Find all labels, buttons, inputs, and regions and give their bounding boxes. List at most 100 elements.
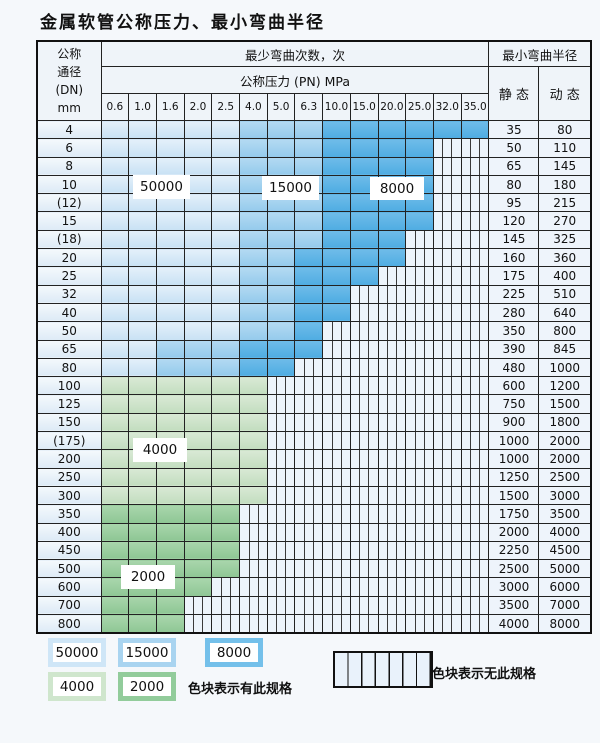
pressure-col-header: 1.0: [128, 93, 157, 121]
spec-cell-无此规格: [266, 394, 296, 414]
table-row: 40 280 640: [36, 302, 592, 323]
spec-cell-无此规格: [460, 412, 490, 433]
spec-cell-50000: [100, 119, 130, 140]
static-radius-cell: 280: [488, 302, 540, 323]
spec-cell-无此规格: [239, 504, 268, 524]
spec-cell-2000: [128, 614, 157, 634]
spec-cell-无此规格: [349, 376, 379, 396]
spec-cell-4000: [183, 394, 213, 414]
spec-cell-50000: [128, 284, 157, 304]
dynamic-radius-cell: 4000: [538, 522, 592, 542]
dn-cell: 100: [36, 376, 102, 396]
spec-cell-8000: [377, 119, 407, 140]
legend-no-spec-swatch: [333, 651, 433, 688]
static-radius-cell: 225: [488, 284, 540, 304]
spec-cell-无此规格: [432, 614, 462, 634]
spec-cell-15000: [294, 156, 324, 176]
spec-cell-无此规格: [460, 248, 490, 268]
spec-cell-15000: [266, 138, 296, 158]
header-row-1: 公称 通径 (DN) mm 最少弯曲次数，次 最小弯曲半径: [36, 40, 592, 121]
static-radius-cell: 2250: [488, 540, 540, 561]
table-row: 50 350 800: [36, 321, 592, 341]
spec-cell-无此规格: [349, 577, 379, 597]
spec-cell-8000: [322, 284, 351, 304]
spec-cell-4000: [128, 412, 157, 433]
dn-cell: 450: [36, 540, 102, 561]
spec-cell-50000: [211, 193, 241, 213]
spec-cell-8000: [349, 248, 379, 268]
spec-cell-4000: [100, 376, 130, 396]
spec-cell-2000: [128, 504, 157, 524]
spec-cell-无此规格: [460, 394, 490, 414]
spec-cell-无此规格: [460, 357, 490, 378]
spec-cell-50000: [211, 302, 241, 323]
spec-cell-4000: [183, 431, 213, 451]
legend-box-2000: 2000: [118, 672, 176, 701]
spec-cell-2000: [183, 522, 213, 542]
spec-cell-4000: [183, 449, 213, 469]
spec-cell-8000: [349, 138, 379, 158]
table-row: (175) 1000 2000: [36, 431, 592, 451]
dn-cell: 200: [36, 449, 102, 469]
spec-cell-50000: [211, 156, 241, 176]
spec-cell-无此规格: [377, 449, 407, 469]
table-row: 4 35 80: [36, 119, 592, 140]
spec-cell-50000: [211, 211, 241, 231]
legend-value: 4000: [53, 677, 101, 696]
spec-cell-无此规格: [239, 614, 268, 634]
static-radius-cell: 900: [488, 412, 540, 433]
table-row: (18) 145 325: [36, 229, 592, 250]
spec-cell-50000: [183, 138, 213, 158]
dn-cell: 15: [36, 211, 102, 231]
dynamic-radius-cell: 145: [538, 156, 592, 176]
spec-cell-4000: [155, 467, 185, 487]
spec-cell-无此规格: [322, 577, 351, 597]
spec-cell-无此规格: [294, 412, 324, 433]
spec-cell-无此规格: [294, 614, 324, 634]
spec-cell-4000: [211, 394, 241, 414]
spec-cell-4000: [239, 394, 268, 414]
cycles-label-15000: 15000: [262, 176, 319, 200]
spec-cell-无此规格: [432, 595, 462, 616]
spec-cell-无此规格: [266, 559, 296, 579]
pressure-col-header: 20.0: [377, 93, 407, 121]
pressure-col-header: 15.0: [349, 93, 379, 121]
spec-cell-15000: [294, 211, 324, 231]
spec-cell-无此规格: [432, 431, 462, 451]
table-row: 20 160 360: [36, 248, 592, 268]
dynamic-radius-cell: 400: [538, 266, 592, 286]
spec-cell-15000: [294, 229, 324, 250]
dynamic-radius-cell: 640: [538, 302, 592, 323]
spec-cell-无此规格: [460, 339, 490, 359]
spec-cell-无此规格: [349, 431, 379, 451]
spec-cell-无此规格: [294, 376, 324, 396]
spec-table-wrap: 公称 通径 (DN) mm 最少弯曲次数，次 最小弯曲半径 公称压力 (PN) …: [36, 40, 592, 635]
spec-cell-无此规格: [432, 376, 462, 396]
spec-cell-8000: [349, 119, 379, 140]
spec-cell-无此规格: [460, 431, 490, 451]
spec-cell-无此规格: [322, 431, 351, 451]
spec-cell-无此规格: [377, 394, 407, 414]
spec-cell-50000: [128, 138, 157, 158]
spec-cell-15000: [183, 339, 213, 359]
spec-cell-无此规格: [405, 485, 434, 506]
spec-cell-50000: [183, 321, 213, 341]
legend-box-50000: 50000: [48, 638, 106, 667]
spec-cell-50000: [211, 229, 241, 250]
cycles-label-8000: 8000: [370, 177, 424, 200]
spec-cell-50000: [211, 174, 241, 195]
spec-cell-无此规格: [432, 504, 462, 524]
spec-cell-无此规格: [294, 595, 324, 616]
table-row: (12) 95 215: [36, 193, 592, 213]
spec-cell-2000: [155, 540, 185, 561]
spec-cell-无此规格: [432, 229, 462, 250]
spec-cell-4000: [155, 376, 185, 396]
spec-cell-无此规格: [349, 595, 379, 616]
spec-cell-无此规格: [405, 467, 434, 487]
table-row: 8 65 145: [36, 156, 592, 176]
pressure-col-header: 35.0: [460, 93, 490, 121]
spec-cell-4000: [100, 431, 130, 451]
spec-cell-50000: [211, 321, 241, 341]
spec-cell-无此规格: [266, 467, 296, 487]
